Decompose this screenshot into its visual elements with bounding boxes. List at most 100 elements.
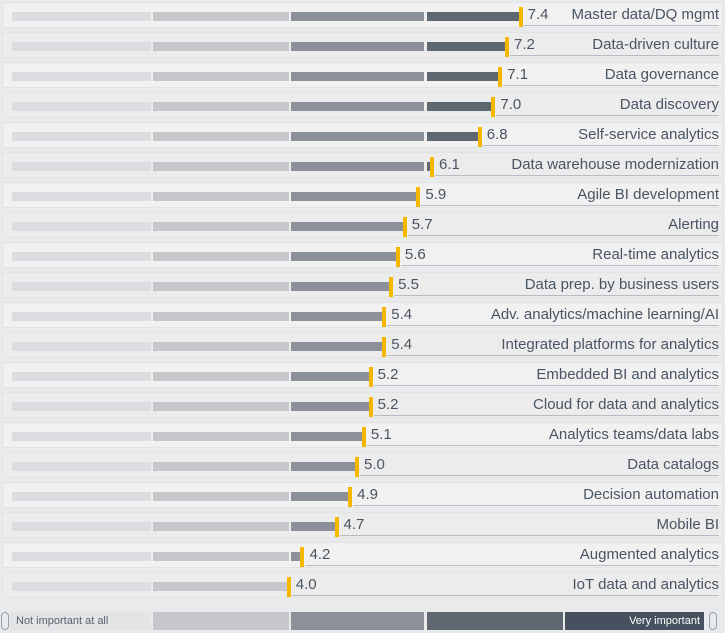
value-marker — [430, 157, 435, 177]
value-marker — [355, 457, 359, 477]
legend-segment-4 — [427, 612, 563, 630]
bar-segment — [12, 372, 151, 381]
bar-segment — [153, 462, 289, 471]
bar-segment — [153, 72, 289, 81]
bar-segment — [153, 12, 289, 21]
bar-segment — [153, 342, 289, 351]
bar-segment — [291, 312, 384, 321]
category-label: Mobile BI — [656, 516, 719, 533]
chart-row: 7.4 Master data/DQ mgmt — [0, 0, 725, 30]
chart-row: 6.8 Self-service analytics — [0, 120, 725, 150]
chart-row: 5.2 Embedded BI and analytics — [0, 360, 725, 390]
row-label: 5.4 Adv. analytics/machine learning/AI — [387, 304, 719, 326]
value-marker — [368, 397, 373, 417]
value-label: 7.2 — [514, 36, 535, 53]
value-marker — [477, 127, 482, 147]
bar-segment — [291, 462, 356, 471]
legend-left-handle-icon — [1, 612, 9, 630]
bar-segment — [153, 432, 289, 441]
bar-segment — [427, 162, 432, 171]
row-label: 7.4 Master data/DQ mgmt — [523, 4, 719, 26]
bar-segment — [153, 282, 289, 291]
row-label: 4.9 Decision automation — [353, 484, 719, 506]
bar-segment — [12, 582, 151, 591]
chart-row: 5.5 Data prep. by business users — [0, 270, 725, 300]
bar-segment — [153, 252, 289, 261]
bar-segment — [427, 132, 479, 141]
bar-segment — [12, 342, 151, 351]
row-label: 5.2 Embedded BI and analytics — [373, 364, 719, 386]
bar-segment — [153, 402, 289, 411]
chart-row: 7.2 Data-driven culture — [0, 30, 725, 60]
category-label: Master data/DQ mgmt — [571, 6, 719, 23]
chart-row: 5.2 Cloud for data and analytics — [0, 390, 725, 420]
row-background — [2, 452, 723, 478]
category-label: Augmented analytics — [579, 546, 719, 563]
category-label: Cloud for data and analytics — [533, 396, 719, 413]
value-label: 5.2 — [377, 396, 399, 413]
bar-segment — [153, 162, 289, 171]
bar-segment — [12, 252, 151, 261]
bar-segment — [291, 222, 404, 231]
chart-row: 6.1 Data warehouse modernization — [0, 150, 725, 180]
bar-segment — [427, 12, 520, 21]
bar-segment — [153, 552, 289, 561]
bar-segment — [12, 312, 151, 321]
category-label: Data discovery — [619, 96, 719, 113]
value-marker — [368, 367, 373, 387]
importance-bar-chart: 7.4 Master data/DQ mgmt 7.2 Data-driven cul… — [0, 0, 725, 598]
bar-segment — [12, 462, 151, 471]
row-label: 5.4 Integrated platforms for analytics — [387, 334, 719, 356]
legend-segment-3 — [291, 612, 424, 630]
value-marker — [389, 277, 394, 297]
value-label: 4.0 — [295, 576, 317, 593]
row-label: 6.8 Self-service analytics — [482, 124, 719, 146]
bar-segment — [12, 432, 151, 441]
bar-segment — [153, 192, 289, 201]
chart-row: 5.1 Analytics teams/data labs — [0, 420, 725, 450]
row-label: 7.1 Data governance — [503, 64, 719, 86]
value-label: 5.1 — [370, 426, 392, 443]
row-label: 5.6 Real-time analytics — [400, 244, 719, 266]
value-label: 7.4 — [527, 6, 549, 23]
bar-segment — [291, 252, 397, 261]
value-label: 7.0 — [500, 96, 522, 113]
row-label: 4.0 IoT data and analytics — [291, 574, 719, 596]
value-label: 5.6 — [404, 246, 426, 263]
bar-segment — [291, 12, 424, 21]
chart-row: 5.9 Agile BI development — [0, 180, 725, 210]
bar-segment — [291, 282, 391, 291]
value-marker — [382, 337, 387, 357]
value-marker — [505, 37, 510, 57]
category-label: Data prep. by business users — [524, 276, 719, 293]
bar-segment — [291, 492, 350, 501]
value-label: 5.9 — [425, 186, 447, 203]
category-label: Data warehouse modernization — [511, 156, 719, 173]
value-marker — [518, 7, 523, 27]
bar-segment — [12, 132, 151, 141]
row-label: 5.2 Cloud for data and analytics — [373, 394, 719, 416]
value-marker — [286, 577, 291, 597]
bar-segment — [12, 282, 151, 291]
bar-segment — [291, 72, 424, 81]
bar-segment — [153, 492, 289, 501]
category-label: Adv. analytics/machine learning/AI — [490, 306, 719, 323]
category-label: Self-service analytics — [578, 126, 719, 143]
bar-segment — [291, 42, 424, 51]
row-label: 5.9 Agile BI development — [421, 184, 719, 206]
legend-segment-high: Very important — [565, 612, 704, 630]
value-label: 5.4 — [391, 306, 413, 323]
bar-segment — [291, 342, 384, 351]
category-label: Alerting — [668, 216, 719, 233]
row-label: 7.2 Data-driven culture — [510, 34, 719, 56]
category-label: Analytics teams/data labs — [548, 426, 719, 443]
bar-segment — [291, 432, 363, 441]
importance-scale-legend: Not important at all Very important — [10, 612, 704, 630]
value-marker — [348, 487, 353, 507]
bar-segment — [12, 192, 151, 201]
chart-row: 4.2 Augmented analytics — [0, 540, 725, 570]
value-label: 6.1 — [439, 156, 460, 173]
bar-segment — [12, 522, 151, 531]
legend-segment-low: Not important at all — [10, 612, 151, 630]
row-label: 4.2 Augmented analytics — [305, 544, 719, 566]
